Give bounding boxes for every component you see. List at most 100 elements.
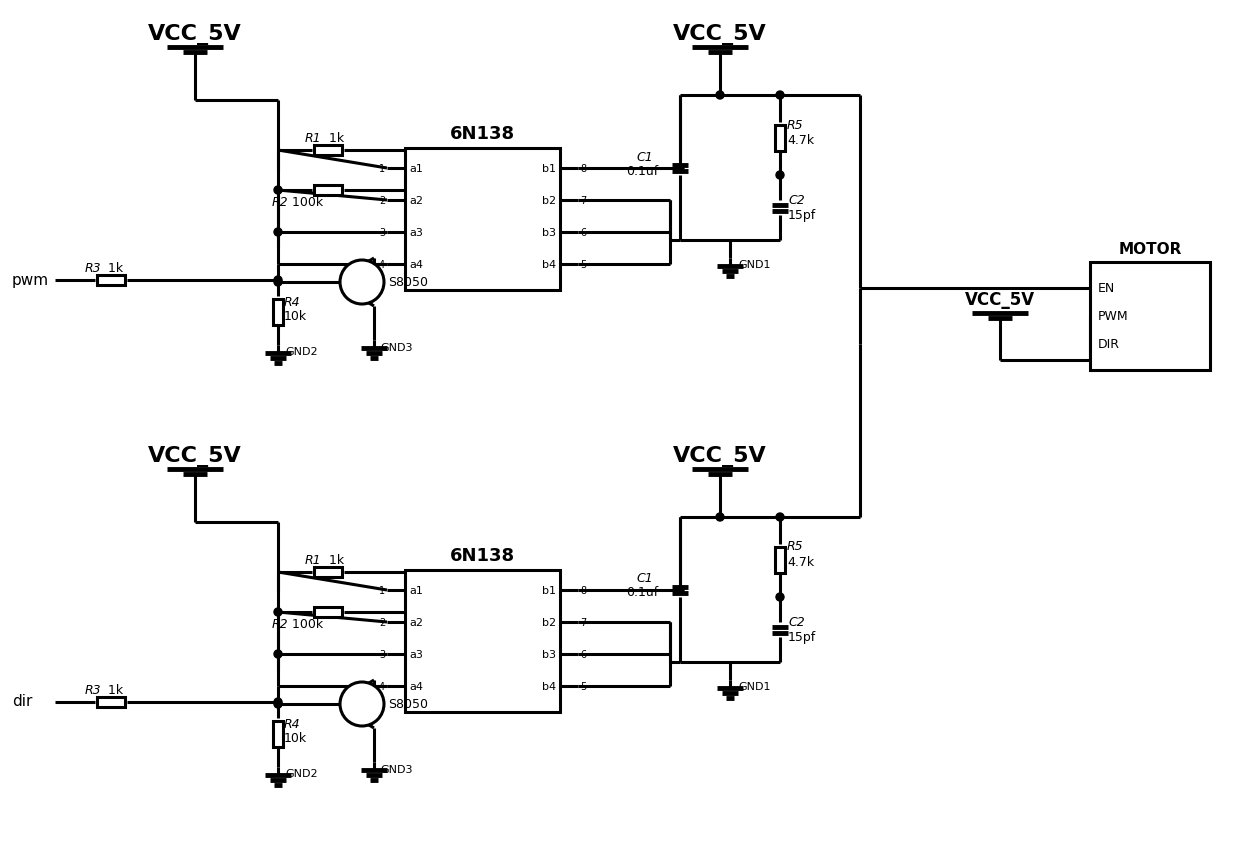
Bar — [313, 145, 342, 155]
Text: b2: b2 — [541, 196, 556, 206]
Text: PWM: PWM — [1098, 310, 1129, 322]
Text: R2: R2 — [273, 618, 289, 630]
Text: C1: C1 — [636, 572, 653, 586]
Text: 1: 1 — [379, 586, 385, 596]
Circle shape — [274, 608, 282, 616]
Text: GND1: GND1 — [738, 682, 771, 692]
Text: 8: 8 — [580, 164, 586, 174]
Bar — [97, 697, 125, 707]
Text: b4: b4 — [541, 260, 556, 270]
Text: VCC_5V: VCC_5V — [673, 24, 767, 45]
Text: GND1: GND1 — [738, 260, 771, 270]
Text: a4: a4 — [409, 682, 422, 692]
Text: S8050: S8050 — [388, 697, 427, 711]
Text: S8050: S8050 — [388, 275, 427, 289]
Text: 4: 4 — [379, 260, 385, 270]
Circle shape — [776, 171, 784, 179]
Bar — [776, 125, 786, 151]
Text: VCC_5V: VCC_5V — [149, 24, 242, 45]
Text: a1: a1 — [409, 586, 422, 596]
Text: dir: dir — [12, 695, 32, 710]
Text: 1k: 1k — [100, 684, 123, 696]
Circle shape — [339, 260, 384, 304]
Circle shape — [716, 513, 724, 521]
Text: 6N138: 6N138 — [450, 125, 514, 143]
Text: 4.7k: 4.7k — [787, 133, 814, 147]
Text: 10k: 10k — [284, 732, 307, 744]
Text: 1: 1 — [379, 164, 385, 174]
Text: R2: R2 — [273, 196, 289, 208]
Text: b4: b4 — [541, 682, 556, 692]
Text: 0.1uf: 0.1uf — [626, 587, 658, 599]
Text: 4: 4 — [379, 682, 385, 692]
Text: 7: 7 — [580, 196, 586, 206]
Text: 3: 3 — [379, 650, 385, 660]
Text: C2: C2 — [788, 193, 805, 207]
Text: VCC_5V: VCC_5V — [149, 446, 242, 467]
Text: a3: a3 — [409, 228, 422, 238]
Text: C2: C2 — [788, 615, 805, 629]
Text: 15pf: 15pf — [788, 630, 817, 643]
Text: b3: b3 — [541, 650, 556, 660]
Text: a1: a1 — [409, 164, 422, 174]
Text: pwm: pwm — [12, 273, 50, 288]
Bar — [1090, 262, 1211, 370]
Bar — [405, 570, 560, 712]
Text: a4: a4 — [409, 260, 422, 270]
Text: R5: R5 — [787, 540, 804, 554]
Circle shape — [776, 593, 784, 601]
Text: 10k: 10k — [284, 310, 307, 322]
Bar — [405, 148, 560, 290]
Circle shape — [676, 586, 684, 594]
Text: VCC_5V: VCC_5V — [673, 446, 767, 467]
Circle shape — [716, 91, 724, 99]
Text: 2: 2 — [379, 196, 385, 206]
Circle shape — [274, 278, 282, 286]
Circle shape — [776, 91, 784, 99]
Text: 5: 5 — [580, 260, 586, 270]
Text: 0.1uf: 0.1uf — [626, 165, 658, 177]
Text: DIR: DIR — [1098, 338, 1120, 350]
Text: EN: EN — [1098, 282, 1115, 295]
Text: GND3: GND3 — [380, 765, 413, 775]
Text: 100k: 100k — [287, 618, 323, 630]
Circle shape — [339, 682, 384, 726]
Text: GND2: GND2 — [285, 347, 317, 357]
Text: R4: R4 — [284, 717, 301, 731]
Text: 2: 2 — [379, 618, 385, 628]
Bar — [776, 547, 786, 573]
Text: 5: 5 — [580, 682, 586, 692]
Bar — [97, 275, 125, 285]
Text: 7: 7 — [580, 618, 586, 628]
Text: a3: a3 — [409, 650, 422, 660]
Circle shape — [676, 164, 684, 172]
Circle shape — [274, 700, 282, 708]
Circle shape — [274, 698, 282, 706]
Bar — [313, 607, 342, 617]
Text: 1k: 1k — [321, 132, 344, 144]
Text: 1k: 1k — [100, 262, 123, 274]
Text: R5: R5 — [787, 118, 804, 132]
Circle shape — [274, 228, 282, 236]
Bar — [273, 299, 282, 325]
Text: 3: 3 — [379, 228, 385, 238]
Text: R4: R4 — [284, 295, 301, 309]
Text: VCC_5V: VCC_5V — [965, 291, 1035, 309]
Text: a2: a2 — [409, 196, 422, 206]
Text: 6: 6 — [580, 650, 586, 660]
Circle shape — [274, 650, 282, 658]
Text: b2: b2 — [541, 618, 556, 628]
Text: b3: b3 — [541, 228, 556, 238]
Circle shape — [274, 276, 282, 284]
Text: 100k: 100k — [287, 196, 323, 208]
Text: b1: b1 — [541, 164, 556, 174]
Text: 1k: 1k — [321, 554, 344, 566]
Text: 8: 8 — [580, 586, 586, 596]
Text: R3: R3 — [85, 262, 102, 274]
Text: a2: a2 — [409, 618, 422, 628]
Text: 4.7k: 4.7k — [787, 555, 814, 569]
Text: 6N138: 6N138 — [450, 547, 514, 565]
Text: R1: R1 — [305, 554, 322, 566]
Text: b1: b1 — [541, 586, 556, 596]
Bar — [313, 567, 342, 577]
